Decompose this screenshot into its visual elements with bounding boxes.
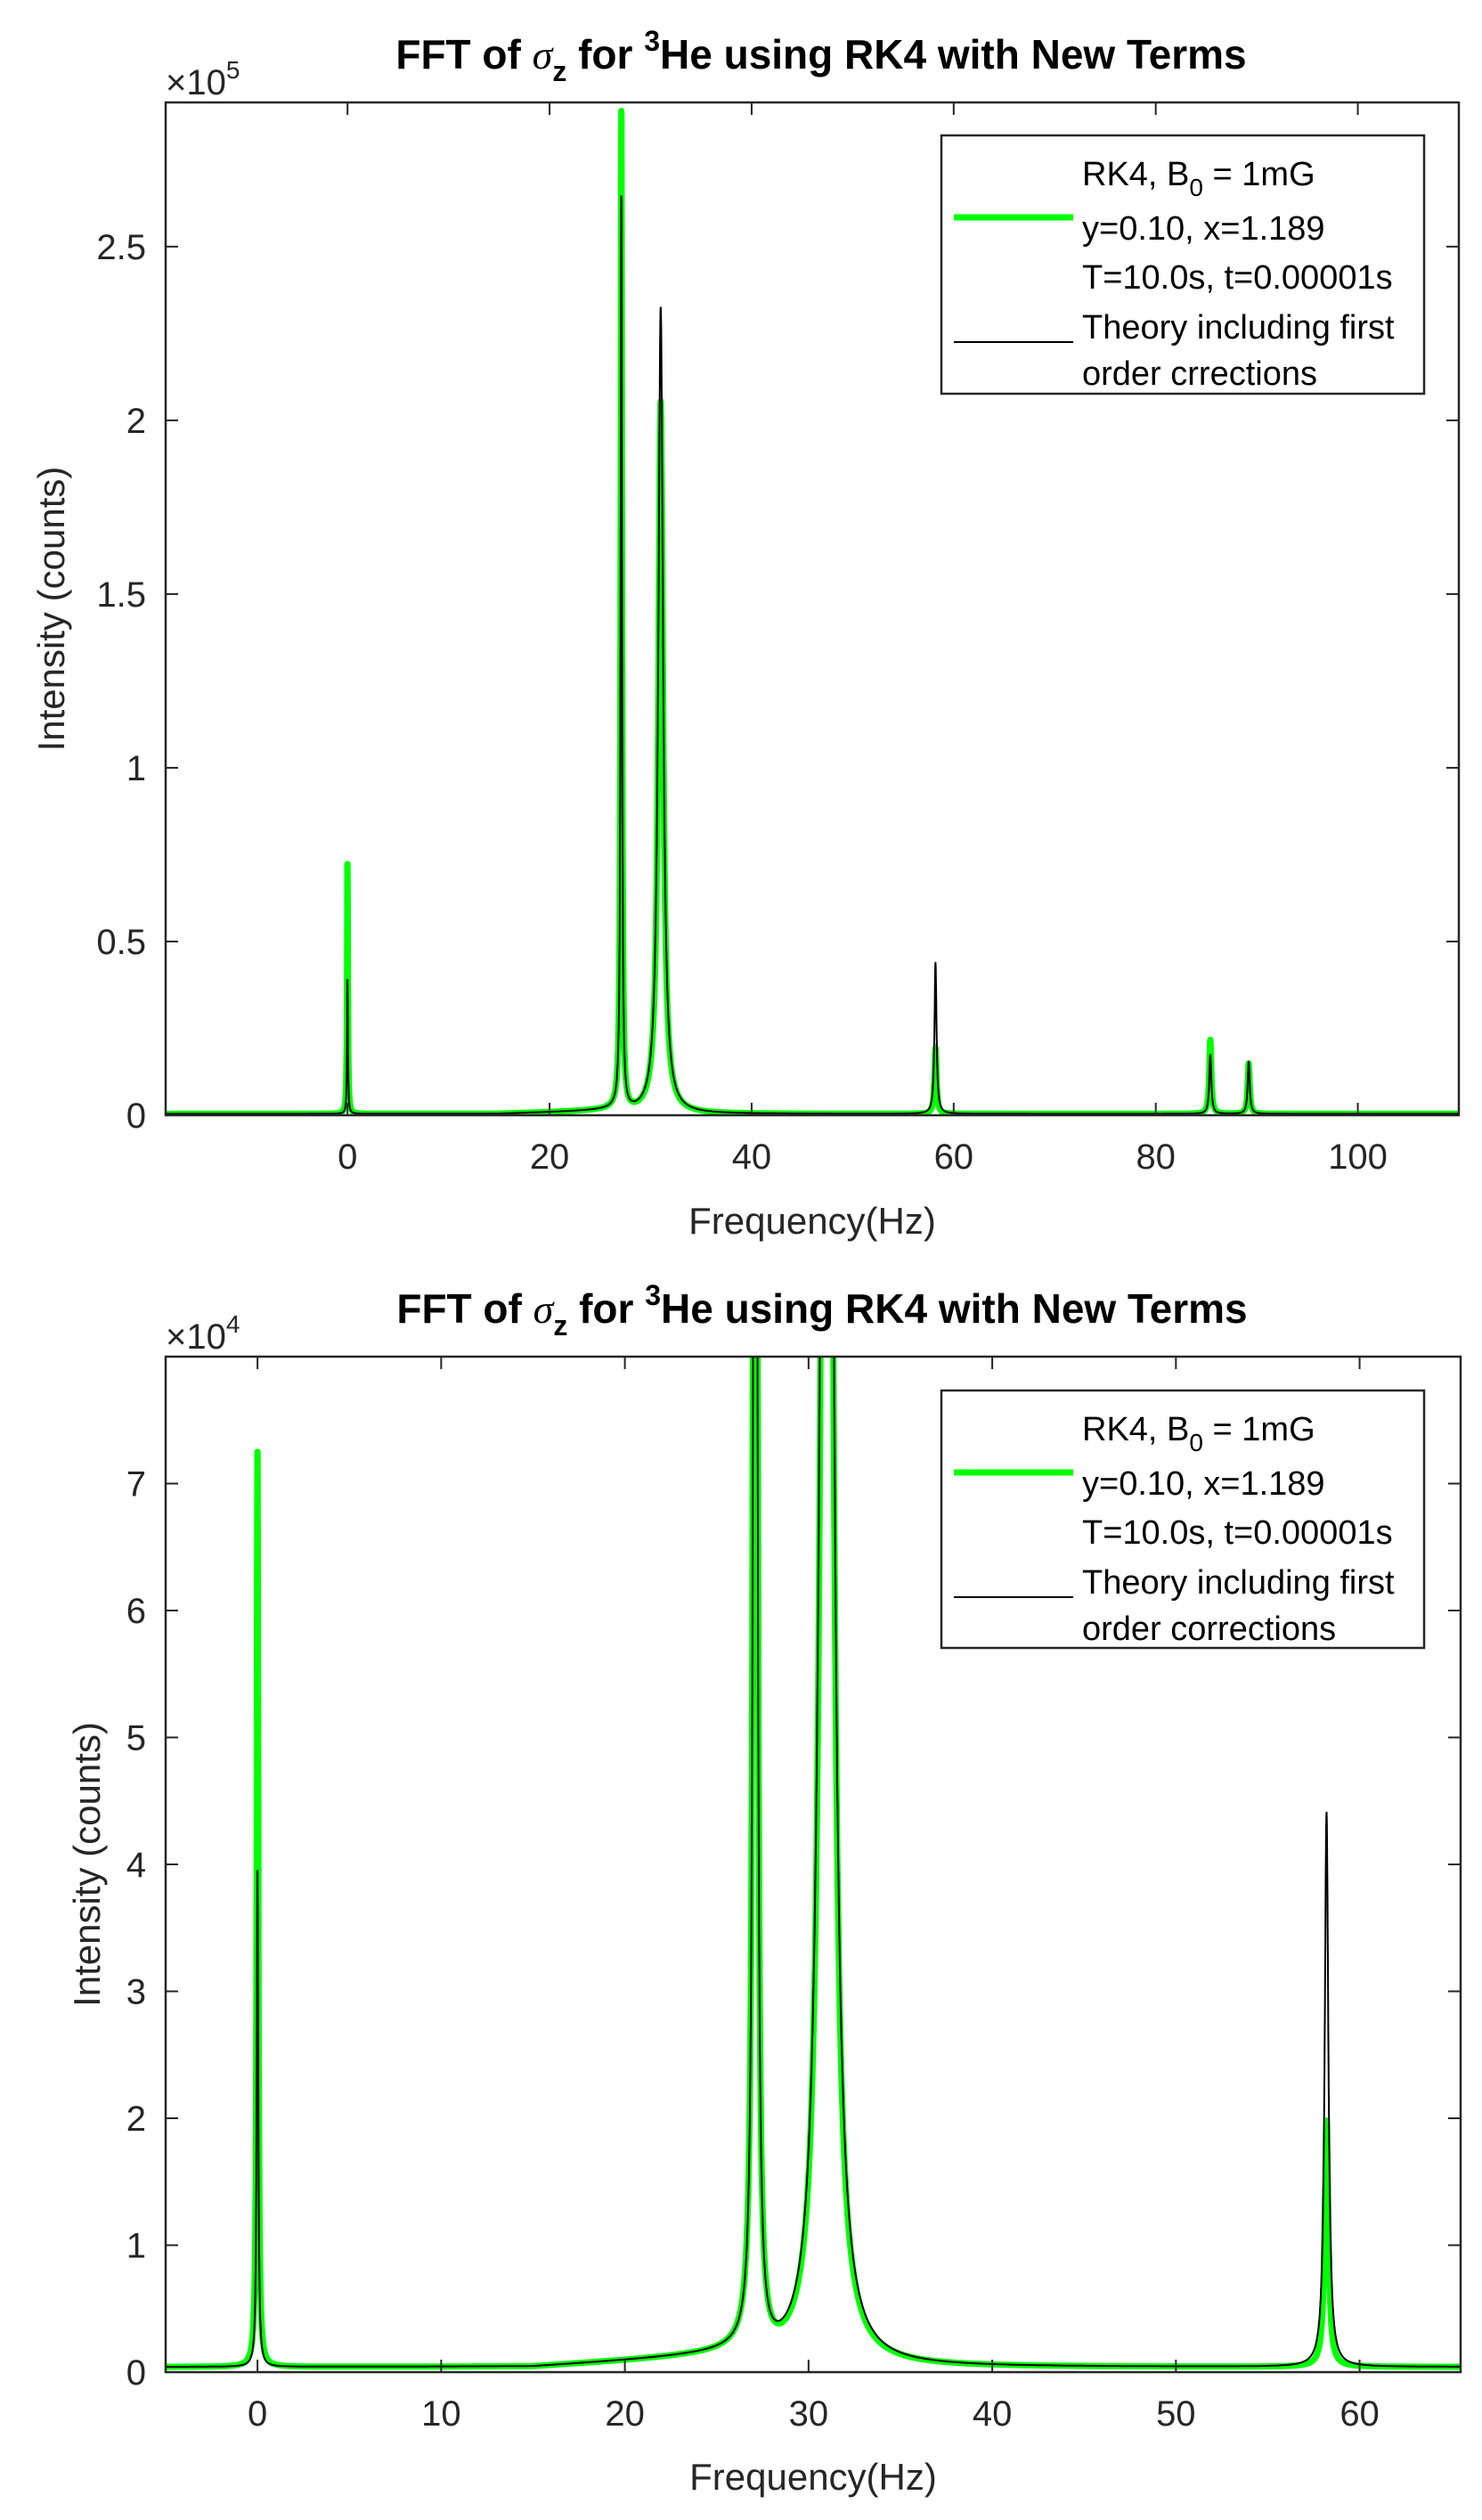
x-tick-label: 80	[1136, 1138, 1176, 1177]
x-axis-ticks: 0 10 20 30 40 50 60	[248, 1357, 1380, 2434]
x-tick-label: 60	[934, 1138, 974, 1177]
y-axis-multiplier: ×104	[166, 1310, 240, 1357]
y-axis-label: Intensity (counts)	[30, 467, 72, 752]
y-tick-label: 3	[126, 1973, 146, 2012]
y-tick-label: 0	[126, 1097, 146, 1136]
y-tick-label: 2	[126, 402, 146, 441]
legend-label-simulation-1: y=0.10, x=1.189	[1082, 1465, 1325, 1503]
y-axis-multiplier: ×105	[166, 56, 240, 102]
theory-curve	[166, 195, 1459, 1115]
y-axis-ticks: 0 1 2 3 4 5 6 7	[126, 1465, 1461, 2393]
y-axis-label: Intensity (counts)	[66, 1722, 108, 2007]
y-tick-label: 5	[126, 1719, 146, 1758]
y-tick-label: 1.5	[96, 575, 146, 615]
axes-box	[164, 101, 1461, 1117]
theory-curve	[166, 1357, 1461, 2368]
legend-label-simulation-2: T=10.0s, t=0.00001s	[1082, 259, 1393, 297]
y-tick-label: 0	[126, 2353, 146, 2393]
legend: RK4, B0 = 1mG y=0.10, x=1.189 T=10.0s, t…	[940, 1389, 1426, 1650]
y-tick-label: 4	[126, 1846, 146, 1885]
x-tick-label: 100	[1328, 1138, 1388, 1177]
x-axis-ticks: 0 20 40 60 80 100	[338, 102, 1388, 1177]
legend-label-theory-1: Theory including first	[1082, 1564, 1395, 1602]
legend: RK4, B0 = 1mG y=0.10, x=1.189 T=10.0s, t…	[940, 134, 1426, 396]
y-tick-label: 1	[126, 2227, 146, 2266]
legend-box	[940, 1389, 1426, 1650]
y-tick-label: 0.5	[96, 923, 146, 962]
legend-title-line: RK4, B0 = 1mG	[1082, 1411, 1315, 1456]
legend-label-theory-1: Theory including first	[1082, 309, 1395, 347]
legend-title-line: RK4, B0 = 1mG	[1082, 156, 1315, 201]
curve-group	[166, 1357, 1461, 2370]
x-tick-label: 10	[421, 2394, 461, 2434]
legend-label-simulation-2: T=10.0s, t=0.00001s	[1082, 1514, 1393, 1552]
x-tick-label: 20	[605, 2394, 645, 2434]
top-fft-plot: FFT of σz for 3He using RK4 with New Ter…	[30, 25, 1461, 1242]
x-tick-label: 40	[732, 1138, 772, 1177]
plot-curves	[166, 108, 1459, 1115]
y-axis-ticks: 0 0.5 1 1.5 2 2.5	[96, 228, 1459, 1136]
plot-title: FFT of σz for 3He using RK4 with New Ter…	[396, 1279, 1247, 1342]
y-tick-label: 6	[126, 1592, 146, 1631]
x-tick-label: 30	[789, 2394, 829, 2434]
x-tick-label: 20	[530, 1138, 570, 1177]
bottom-fft-plot-zoomed: FFT of σz for 3He using RK4 with New Ter…	[66, 1279, 1462, 2498]
x-axis-label: Frequency(Hz)	[688, 1200, 936, 1242]
x-tick-label: 0	[248, 2394, 267, 2434]
legend-label-theory-2: order corrections	[1082, 1611, 1336, 1648]
legend-label-theory-2: order crrections	[1082, 355, 1317, 393]
x-tick-label: 50	[1156, 2394, 1196, 2434]
x-tick-label: 60	[1340, 2394, 1380, 2434]
y-tick-label: 7	[126, 1465, 146, 1505]
x-tick-label: 0	[338, 1138, 357, 1177]
y-tick-label: 2	[126, 2100, 146, 2139]
y-tick-label: 1	[126, 749, 146, 788]
y-tick-label: 2.5	[96, 228, 146, 267]
plot-curves	[166, 1357, 1461, 2370]
curve-group	[166, 108, 1459, 1115]
plot-title: FFT of σz for 3He using RK4 with New Ter…	[395, 25, 1246, 87]
x-tick-label: 40	[973, 2394, 1013, 2434]
legend-label-simulation-1: y=0.10, x=1.189	[1082, 210, 1325, 248]
x-axis-label: Frequency(Hz)	[689, 2456, 937, 2498]
legend-box	[940, 134, 1426, 396]
